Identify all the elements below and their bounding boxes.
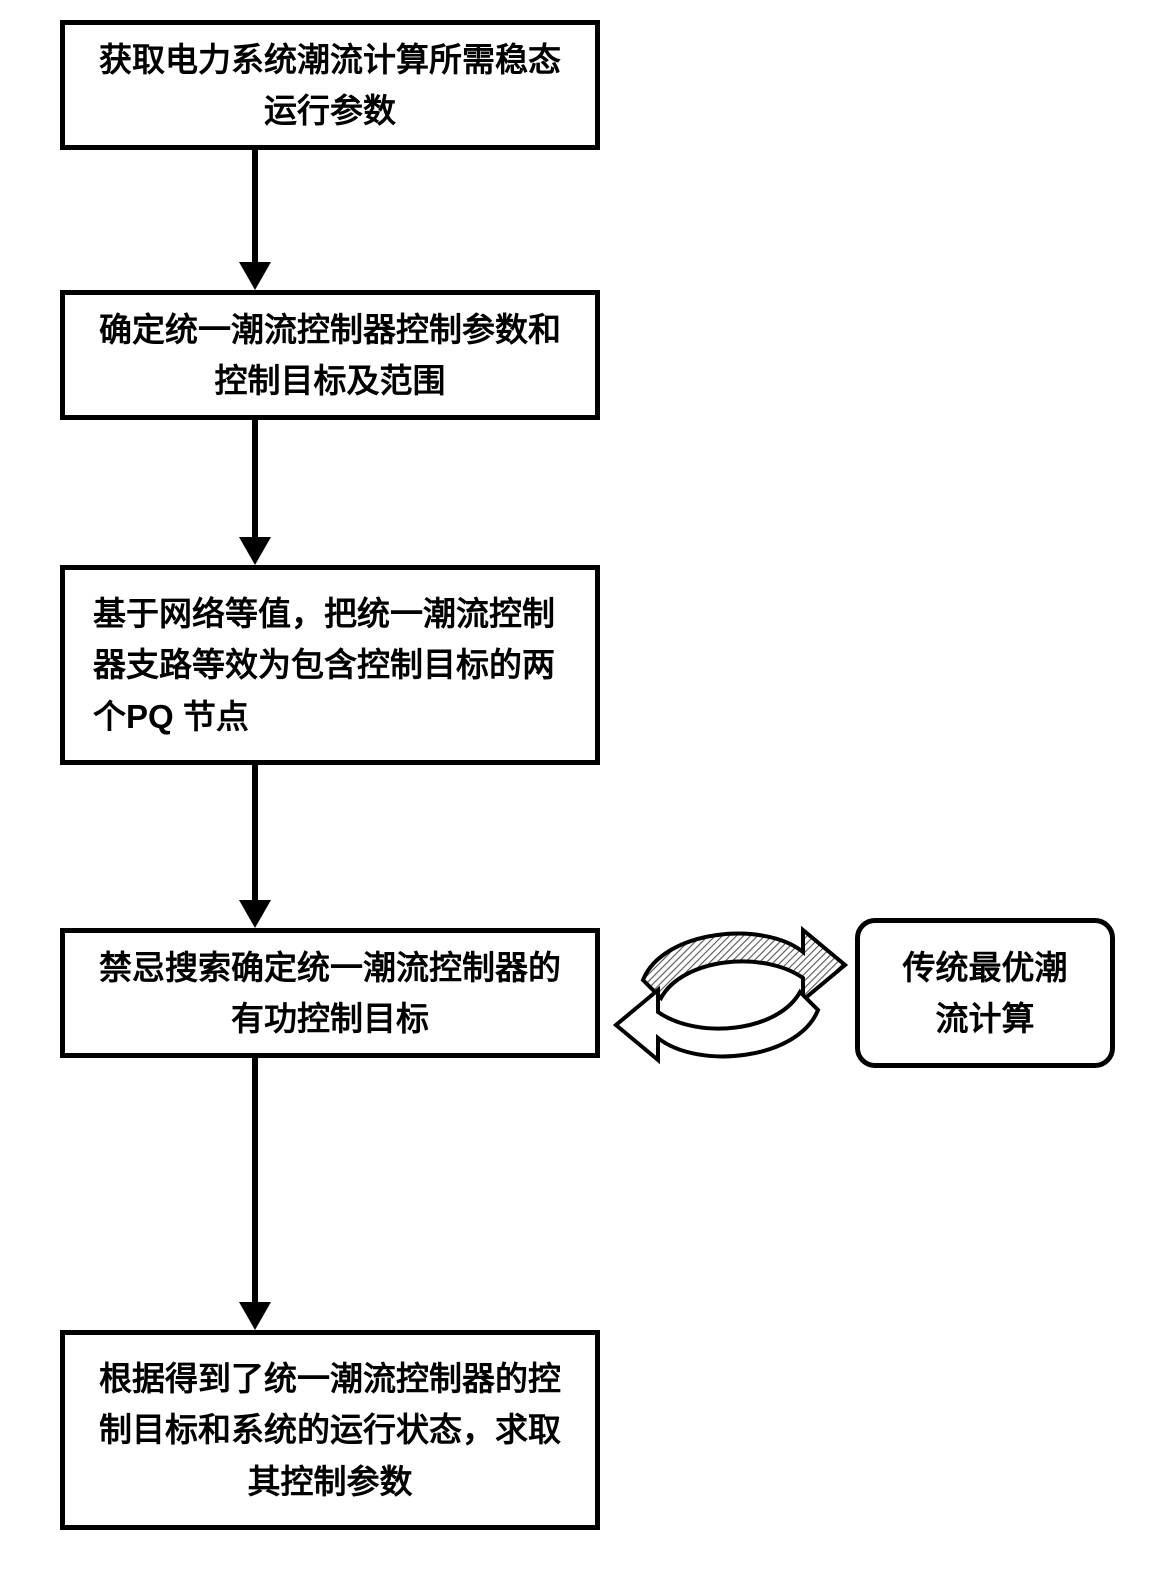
flow-box-2: 确定统一潮流控制器控制参数和控制目标及范围 <box>60 290 600 420</box>
flow-box-1-text: 获取电力系统潮流计算所需稳态运行参数 <box>65 24 595 146</box>
arrow-1-line <box>252 150 258 262</box>
flow-box-4: 禁忌搜索确定统一潮流控制器的有功控制目标 <box>60 928 600 1058</box>
arrow-3-line <box>252 765 258 900</box>
flow-box-2-text: 确定统一潮流控制器控制参数和控制目标及范围 <box>65 294 595 416</box>
flow-box-1: 获取电力系统潮流计算所需稳态运行参数 <box>60 20 600 150</box>
side-box: 传统最优潮流计算 <box>855 918 1115 1068</box>
flow-box-4-text: 禁忌搜索确定统一潮流控制器的有功控制目标 <box>65 932 595 1054</box>
side-box-text: 传统最优潮流计算 <box>860 932 1110 1054</box>
flow-box-3-text: 基于网络等值，把统一潮流控制器支路等效为包含控制目标的两个PQ 节点 <box>65 578 595 751</box>
arrow-1-head <box>239 262 271 290</box>
arrow-3-head <box>239 900 271 928</box>
arrow-4-line <box>252 1058 258 1302</box>
arrow-2-line <box>252 420 258 537</box>
flow-box-5-text: 根据得到了统一潮流控制器的控制目标和系统的运行状态，求取其控制参数 <box>65 1343 595 1516</box>
flow-box-5: 根据得到了统一潮流控制器的控制目标和系统的运行状态，求取其控制参数 <box>60 1330 600 1530</box>
flow-box-3: 基于网络等值，把统一潮流控制器支路等效为包含控制目标的两个PQ 节点 <box>60 565 600 765</box>
arrow-2-head <box>239 537 271 565</box>
arrow-4-head <box>239 1302 271 1330</box>
cycle-arrows-icon <box>613 910 848 1080</box>
